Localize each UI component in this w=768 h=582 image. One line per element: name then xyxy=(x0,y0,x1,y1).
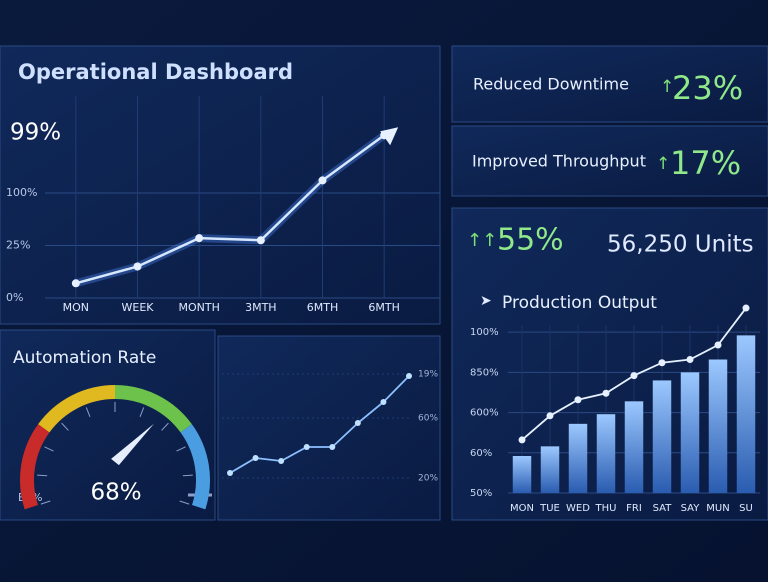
bar xyxy=(568,423,588,493)
line xyxy=(75,134,385,285)
point xyxy=(380,399,387,405)
kpi-panel xyxy=(451,125,768,197)
arrow-icon: ↑ xyxy=(656,154,670,174)
mini-panel xyxy=(217,335,441,521)
y-tick-label: 600% xyxy=(470,408,499,419)
icon: ➤ xyxy=(480,293,492,309)
point xyxy=(71,279,80,288)
point xyxy=(195,234,204,243)
gauge-tick xyxy=(161,422,169,431)
tick-label: 20% xyxy=(418,474,438,484)
gauge-tick xyxy=(85,407,91,417)
gauge-needle xyxy=(111,423,154,466)
summary-change: 55% xyxy=(497,223,564,258)
bar xyxy=(680,372,700,493)
main-panel xyxy=(0,45,441,325)
line xyxy=(229,375,410,474)
gauge-value: 68% xyxy=(90,480,141,506)
point xyxy=(252,455,259,461)
point xyxy=(227,470,233,476)
x-tick-label: 6MTH xyxy=(368,301,399,314)
kpi-value: 23% xyxy=(672,69,743,107)
y-tick-label: 0% xyxy=(6,291,23,304)
point xyxy=(354,420,361,426)
bar xyxy=(512,456,532,493)
bar xyxy=(652,380,672,493)
gauge-title: Automation Rate xyxy=(13,348,156,368)
x-tick-label: SAT xyxy=(653,503,673,514)
x-tick-label: MON xyxy=(63,301,89,314)
tick-label: 60% xyxy=(418,414,438,424)
headline: 99% xyxy=(10,120,61,146)
x-tick-label: WEEK xyxy=(122,301,155,314)
gauge-segment xyxy=(20,424,50,510)
gauge-tick xyxy=(37,474,48,477)
y-tick-label: 60% xyxy=(470,448,492,459)
gauge-segment xyxy=(38,385,116,433)
y-tick-label: 100% xyxy=(6,186,37,199)
gauge-tick xyxy=(179,500,190,505)
gauge-tick xyxy=(176,446,186,452)
bar xyxy=(540,446,560,493)
point xyxy=(303,444,310,450)
gauge-segment xyxy=(180,424,210,510)
arrow-icon: ↑↑ xyxy=(467,230,497,251)
arrow-icon: ↑ xyxy=(660,77,674,97)
gauge-tick xyxy=(61,422,69,431)
x-tick-label: SAY xyxy=(681,503,701,514)
point xyxy=(133,262,142,271)
x-tick-label: WED xyxy=(566,503,590,514)
title: Operational Dashboard xyxy=(18,60,293,84)
kpi-panel xyxy=(451,45,768,123)
kpi-label: Improved Throughput xyxy=(472,152,646,171)
point xyxy=(278,458,285,464)
x-tick-label: 6MTH xyxy=(307,301,338,314)
point xyxy=(714,341,722,349)
point xyxy=(546,412,554,420)
y-tick-label: 50% xyxy=(470,488,492,499)
production-title: Production Output xyxy=(502,293,657,313)
gauge-tick xyxy=(182,474,193,477)
point xyxy=(742,304,750,312)
x-tick-label: TUE xyxy=(539,503,560,514)
bar xyxy=(596,414,616,493)
summary-units: 56,250 Units xyxy=(607,232,754,258)
gauge-tick xyxy=(44,446,54,452)
arrow-head xyxy=(380,127,399,146)
x-tick-label: SU xyxy=(739,503,753,514)
x-tick-label: MON xyxy=(510,503,534,514)
bar xyxy=(624,401,644,493)
point xyxy=(574,396,582,404)
tick-label: 19% xyxy=(418,370,438,380)
x-tick-label: MUN xyxy=(706,503,729,514)
x-tick-label: THU xyxy=(595,503,617,514)
bar xyxy=(736,335,756,493)
point xyxy=(518,436,526,444)
point xyxy=(602,389,610,397)
point xyxy=(318,176,327,185)
gauge-segment xyxy=(114,385,192,433)
x-tick-label: MONTH xyxy=(178,301,219,314)
point xyxy=(658,359,666,367)
y-tick-label: 25% xyxy=(6,239,30,252)
x-tick-label: FRI xyxy=(626,503,642,514)
point xyxy=(256,236,265,245)
point xyxy=(630,372,638,380)
gauge-tick xyxy=(139,407,145,417)
kpi-value: 17% xyxy=(670,144,741,182)
y-tick-label: 100% xyxy=(470,327,499,338)
gauge-tick xyxy=(40,500,51,505)
point xyxy=(329,444,336,450)
y-tick-label: 850% xyxy=(470,367,499,378)
kpi-label: Reduced Downtime xyxy=(473,75,629,94)
point xyxy=(406,373,412,379)
bar xyxy=(708,359,728,493)
point xyxy=(686,356,694,364)
x-tick-label: 3MTH xyxy=(245,301,276,314)
